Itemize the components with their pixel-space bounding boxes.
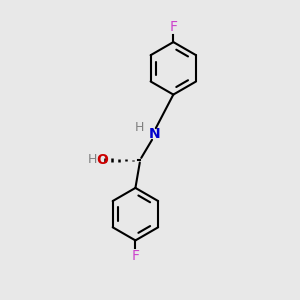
Text: F: F	[131, 249, 140, 262]
Text: F: F	[169, 20, 177, 34]
Text: N: N	[149, 127, 161, 141]
Text: O: O	[97, 153, 108, 167]
Text: H: H	[88, 152, 97, 166]
Text: H: H	[134, 121, 144, 134]
